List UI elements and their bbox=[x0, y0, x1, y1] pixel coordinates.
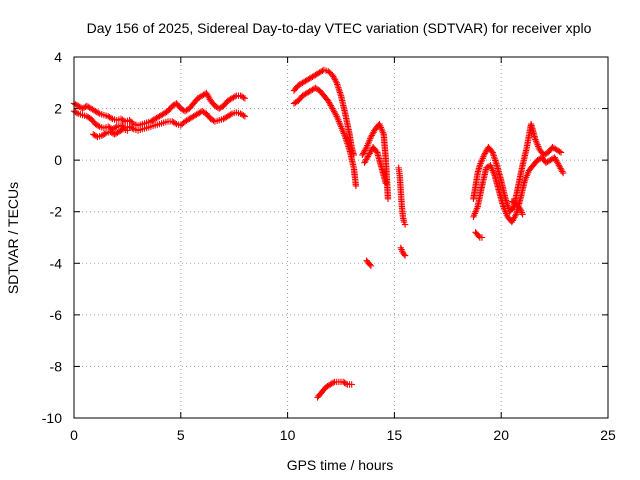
data-point bbox=[332, 111, 340, 118]
data-point bbox=[95, 122, 102, 129]
data-point bbox=[366, 261, 374, 268]
data-point bbox=[556, 148, 563, 155]
data-point bbox=[329, 379, 337, 386]
y-tick-label: -4 bbox=[50, 255, 63, 271]
y-tick-label: 2 bbox=[54, 101, 62, 117]
x-tick-label: 20 bbox=[493, 427, 509, 443]
data-point bbox=[559, 168, 566, 175]
x-tick-label: 10 bbox=[280, 427, 296, 443]
y-tick-label: -10 bbox=[42, 410, 62, 426]
data-point bbox=[382, 180, 390, 187]
data-point bbox=[400, 251, 408, 258]
data-point bbox=[401, 252, 409, 259]
data-point bbox=[129, 119, 136, 126]
data-point bbox=[227, 111, 234, 118]
data-point bbox=[352, 182, 360, 190]
data-point bbox=[171, 119, 179, 127]
data-point bbox=[512, 212, 519, 220]
data-point bbox=[332, 78, 340, 85]
x-tick-label: 25 bbox=[600, 427, 616, 443]
data-point bbox=[342, 380, 350, 387]
y-tick-label: -6 bbox=[50, 307, 63, 323]
data-point bbox=[348, 381, 355, 388]
grid-lines bbox=[74, 57, 608, 418]
data-point bbox=[367, 262, 375, 270]
x-tick-label: 0 bbox=[70, 427, 78, 443]
y-tick-label: 4 bbox=[54, 49, 62, 65]
data-point bbox=[559, 169, 567, 177]
data-point bbox=[373, 147, 380, 155]
data-point bbox=[362, 145, 369, 152]
x-tick-label: 5 bbox=[177, 427, 185, 443]
data-point bbox=[129, 125, 136, 132]
data-point bbox=[384, 195, 392, 203]
data-point bbox=[241, 95, 249, 102]
data-point bbox=[557, 149, 565, 156]
data-point bbox=[124, 127, 131, 134]
y-tick-label: -8 bbox=[50, 358, 63, 374]
data-point bbox=[401, 221, 409, 228]
plot-frame bbox=[73, 56, 609, 419]
data-point bbox=[519, 211, 526, 218]
x-axis-label: GPS time / hours bbox=[287, 457, 394, 473]
data-point bbox=[478, 234, 486, 241]
data-point bbox=[475, 233, 482, 240]
data-point bbox=[73, 109, 81, 117]
x-tick-label: 15 bbox=[387, 427, 403, 443]
data-point bbox=[101, 130, 108, 138]
y-tick-label: 0 bbox=[54, 152, 62, 168]
data-points bbox=[70, 66, 567, 401]
data-point bbox=[231, 93, 239, 100]
y-axis-label: SDTVAR / TECUs bbox=[5, 182, 21, 294]
data-point bbox=[95, 109, 102, 117]
data-point bbox=[240, 112, 247, 119]
y-tick-label: -2 bbox=[50, 204, 63, 220]
data-point bbox=[107, 114, 115, 122]
chart-title: Day 156 of 2025, Sidereal Day-to-day VTE… bbox=[87, 20, 592, 36]
data-point bbox=[240, 94, 247, 101]
data-point bbox=[241, 113, 249, 120]
data-point bbox=[112, 124, 119, 131]
